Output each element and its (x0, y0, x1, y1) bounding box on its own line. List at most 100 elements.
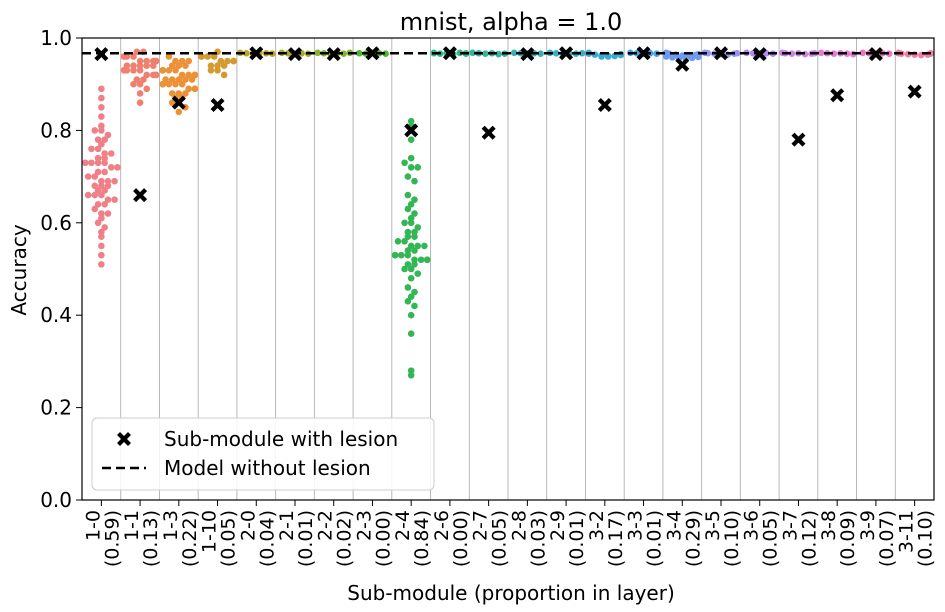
data-point (172, 57, 179, 65)
x-tick-proportion: (0.05) (760, 510, 782, 567)
x-tick-proportion: (0.29) (682, 510, 704, 567)
data-point (98, 210, 105, 217)
data-point (191, 85, 199, 93)
x-tick-name: 2-8 (508, 510, 530, 541)
data-point (414, 224, 422, 231)
data-point (391, 251, 399, 259)
data-point (104, 131, 112, 139)
data-point (407, 371, 415, 379)
lesion-marker (249, 46, 264, 61)
y-axis: 0.0 0.2 0.4 0.6 0.8 1.0 (40, 26, 82, 512)
data-point (111, 177, 118, 185)
x-tick-name: 2-1 (276, 510, 298, 541)
data-point (98, 182, 105, 190)
data-point (404, 233, 412, 240)
data-point (704, 49, 712, 57)
data-point (91, 191, 99, 199)
lesion-marker (365, 46, 380, 61)
data-point (411, 177, 418, 185)
data-point (407, 274, 415, 282)
data-point (182, 90, 189, 97)
x-tick-name: 2-9 (547, 510, 569, 541)
data-point (423, 256, 431, 264)
data-point (185, 85, 193, 93)
x-tick-label: 3-4(0.29) (663, 510, 704, 567)
data-point (84, 173, 92, 180)
y-axis-label: Accuracy (7, 224, 31, 315)
data-point (101, 159, 108, 167)
data-point (178, 57, 186, 65)
data-point (143, 62, 150, 70)
x-tick-proportion: (0.84) (411, 510, 433, 567)
data-point (220, 62, 228, 70)
lesion-marker (868, 47, 883, 62)
data-point (578, 49, 586, 57)
lesion-marker (830, 88, 845, 103)
x-tick-label: 2-0(0.04) (237, 510, 278, 567)
x-tick-name: 2-4 (392, 510, 414, 541)
lesion-marker (791, 132, 806, 147)
data-point (407, 117, 415, 125)
x-tick-name: 2-7 (470, 510, 492, 541)
x-tick-label: 1-1(0.13) (121, 510, 162, 567)
data-point (98, 228, 105, 236)
lesion-markers (94, 46, 922, 203)
data-point (101, 150, 108, 157)
data-point (94, 168, 102, 176)
lesion-marker (133, 188, 148, 203)
data-point (404, 298, 412, 305)
data-point (107, 164, 115, 171)
data-point (859, 49, 867, 57)
data-point (210, 53, 218, 60)
data-point (101, 201, 108, 208)
lesion-marker (752, 47, 767, 62)
x-tick-label: 2-7(0.05) (470, 510, 511, 567)
x-tick-label: 1-10(0.05) (199, 510, 240, 567)
data-point (407, 164, 415, 171)
data-point (397, 251, 405, 259)
legend-lesion-label: Sub-module with lesion (164, 427, 398, 451)
data-point (91, 182, 99, 190)
x-tick-name: 3-8 (818, 510, 840, 541)
y-tick-label: 0.6 (40, 211, 72, 235)
data-point (84, 191, 92, 199)
x-tick-proportion: (0.12) (798, 510, 820, 567)
x-tick-name: 1-0 (82, 510, 104, 541)
y-tick-label: 0.0 (40, 488, 72, 512)
x-tick-name: 3-6 (741, 510, 763, 541)
category-separators (120, 38, 896, 500)
data-point (411, 288, 418, 296)
data-point (143, 71, 150, 79)
data-point (407, 219, 415, 227)
y-tick-label: 0.8 (40, 118, 72, 142)
data-point (165, 53, 173, 60)
x-tick-label: 2-8(0.03) (508, 510, 549, 567)
lesion-marker (442, 46, 457, 61)
data-point (136, 62, 144, 70)
lesion-marker (597, 97, 612, 112)
lesion-marker (675, 57, 690, 72)
data-point (407, 214, 415, 222)
x-tick-proportion: (0.03) (527, 510, 549, 567)
data-point (411, 196, 418, 203)
data-point (414, 270, 422, 277)
data-point (407, 293, 415, 301)
data-point (401, 219, 408, 227)
data-point (101, 224, 108, 231)
data-point (98, 233, 105, 240)
x-tick-label: 3-5(0.10) (702, 510, 743, 567)
data-point (114, 164, 121, 171)
data-point (407, 201, 415, 208)
data-point (98, 113, 105, 120)
data-point (411, 256, 418, 264)
data-point (404, 205, 412, 213)
data-point (407, 242, 415, 250)
data-point (411, 261, 418, 268)
x-tick-name: 3-5 (702, 510, 724, 541)
data-point (136, 90, 144, 97)
x-tick-proportion: (0.05) (489, 510, 511, 567)
y-tick-label: 1.0 (40, 26, 72, 50)
data-point (175, 108, 183, 116)
data-point (94, 136, 102, 143)
